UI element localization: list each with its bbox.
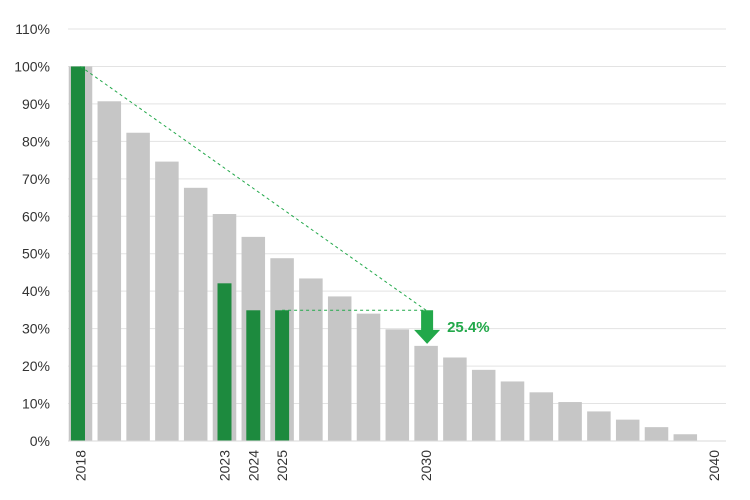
bar-projection [529,392,554,441]
x-tick-label: 2018 [73,450,89,481]
bar-projection [356,313,381,441]
bar-projection [443,357,467,441]
bar-actual [71,66,85,442]
y-tick-label: 50% [22,246,50,262]
bar-actual [217,283,232,441]
bar-projection [673,434,698,441]
bar-projection [155,161,179,441]
bar-actual [275,310,290,441]
x-tick-label: 2030 [418,450,434,481]
y-tick-label: 60% [22,208,50,224]
bar-actual [246,310,261,441]
x-tick-label: 2023 [217,450,233,481]
bar-projection [385,329,410,441]
y-tick-label: 20% [22,358,50,374]
y-tick-label: 70% [22,171,50,187]
x-tick-label: 2025 [274,450,290,481]
bar-projection [126,132,150,441]
y-tick-label: 0% [30,433,50,449]
y-tick-label: 90% [22,96,50,112]
bars-layer [68,66,698,442]
y-tick-label: 30% [22,321,50,337]
trend-dashed-line [80,66,427,311]
x-tick-label: 2024 [245,450,261,481]
annotation-layer: 25.4% [80,66,490,344]
bar-projection [587,411,611,441]
reduction-arrow [414,310,441,344]
y-axis: 0% 10% 20% 30% 40% 50% 60% 70% 80% 90% 100% 110% [14,21,50,449]
y-tick-label: 110% [15,21,50,37]
bar-projection [183,187,208,441]
bar-projection [471,369,496,441]
y-tick-label: 40% [22,283,50,299]
bar-projection [414,345,438,441]
y-tick-label: 10% [22,396,50,412]
bar-projection [644,427,669,441]
bar-projection [327,296,352,441]
y-tick-label: 100% [14,58,50,74]
bar-projection [558,402,582,441]
bar-projection [97,101,122,442]
bar-projection [299,278,323,441]
bar-projection [615,419,640,441]
y-tick-label: 80% [22,133,50,149]
x-axis: 2018 2023 2024 2025 2030 2040 [73,450,723,481]
reduction-label: 25.4% [447,319,490,336]
bar-projection [500,381,525,441]
x-tick-label: 2040 [706,450,722,481]
